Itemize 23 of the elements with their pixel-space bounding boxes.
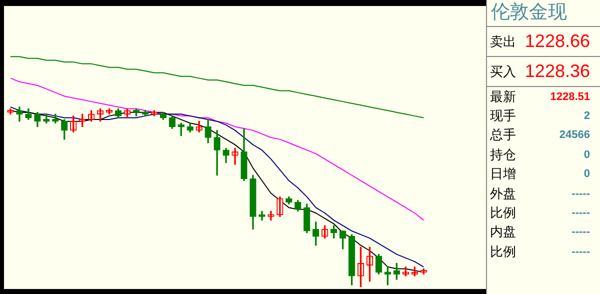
text: 1228.51 [550, 90, 590, 103]
text: 比例 [490, 205, 516, 222]
text: 2 [584, 110, 590, 122]
text: 总手 [490, 127, 516, 144]
text: 最新 [490, 88, 516, 106]
text: 现手 [490, 108, 516, 126]
text: 比例 [490, 244, 516, 261]
text: 0 [584, 168, 590, 180]
text: 持仓 [490, 146, 516, 164]
text: 卖出 [490, 34, 516, 50]
text: ----- [572, 207, 590, 220]
text: ----- [572, 246, 590, 258]
text: 外盘 [490, 186, 516, 203]
text: 1228.36 [524, 61, 590, 82]
text: 0 [584, 148, 590, 161]
text: ----- [572, 226, 590, 238]
text: 日增 [490, 166, 516, 184]
text: ----- [572, 188, 590, 200]
text: 内盘 [490, 224, 516, 242]
text: 买入 [490, 64, 516, 80]
text: 1228.66 [524, 31, 590, 52]
text: 伦敦金现 [487, 0, 600, 27]
text: 24566 [559, 129, 590, 142]
